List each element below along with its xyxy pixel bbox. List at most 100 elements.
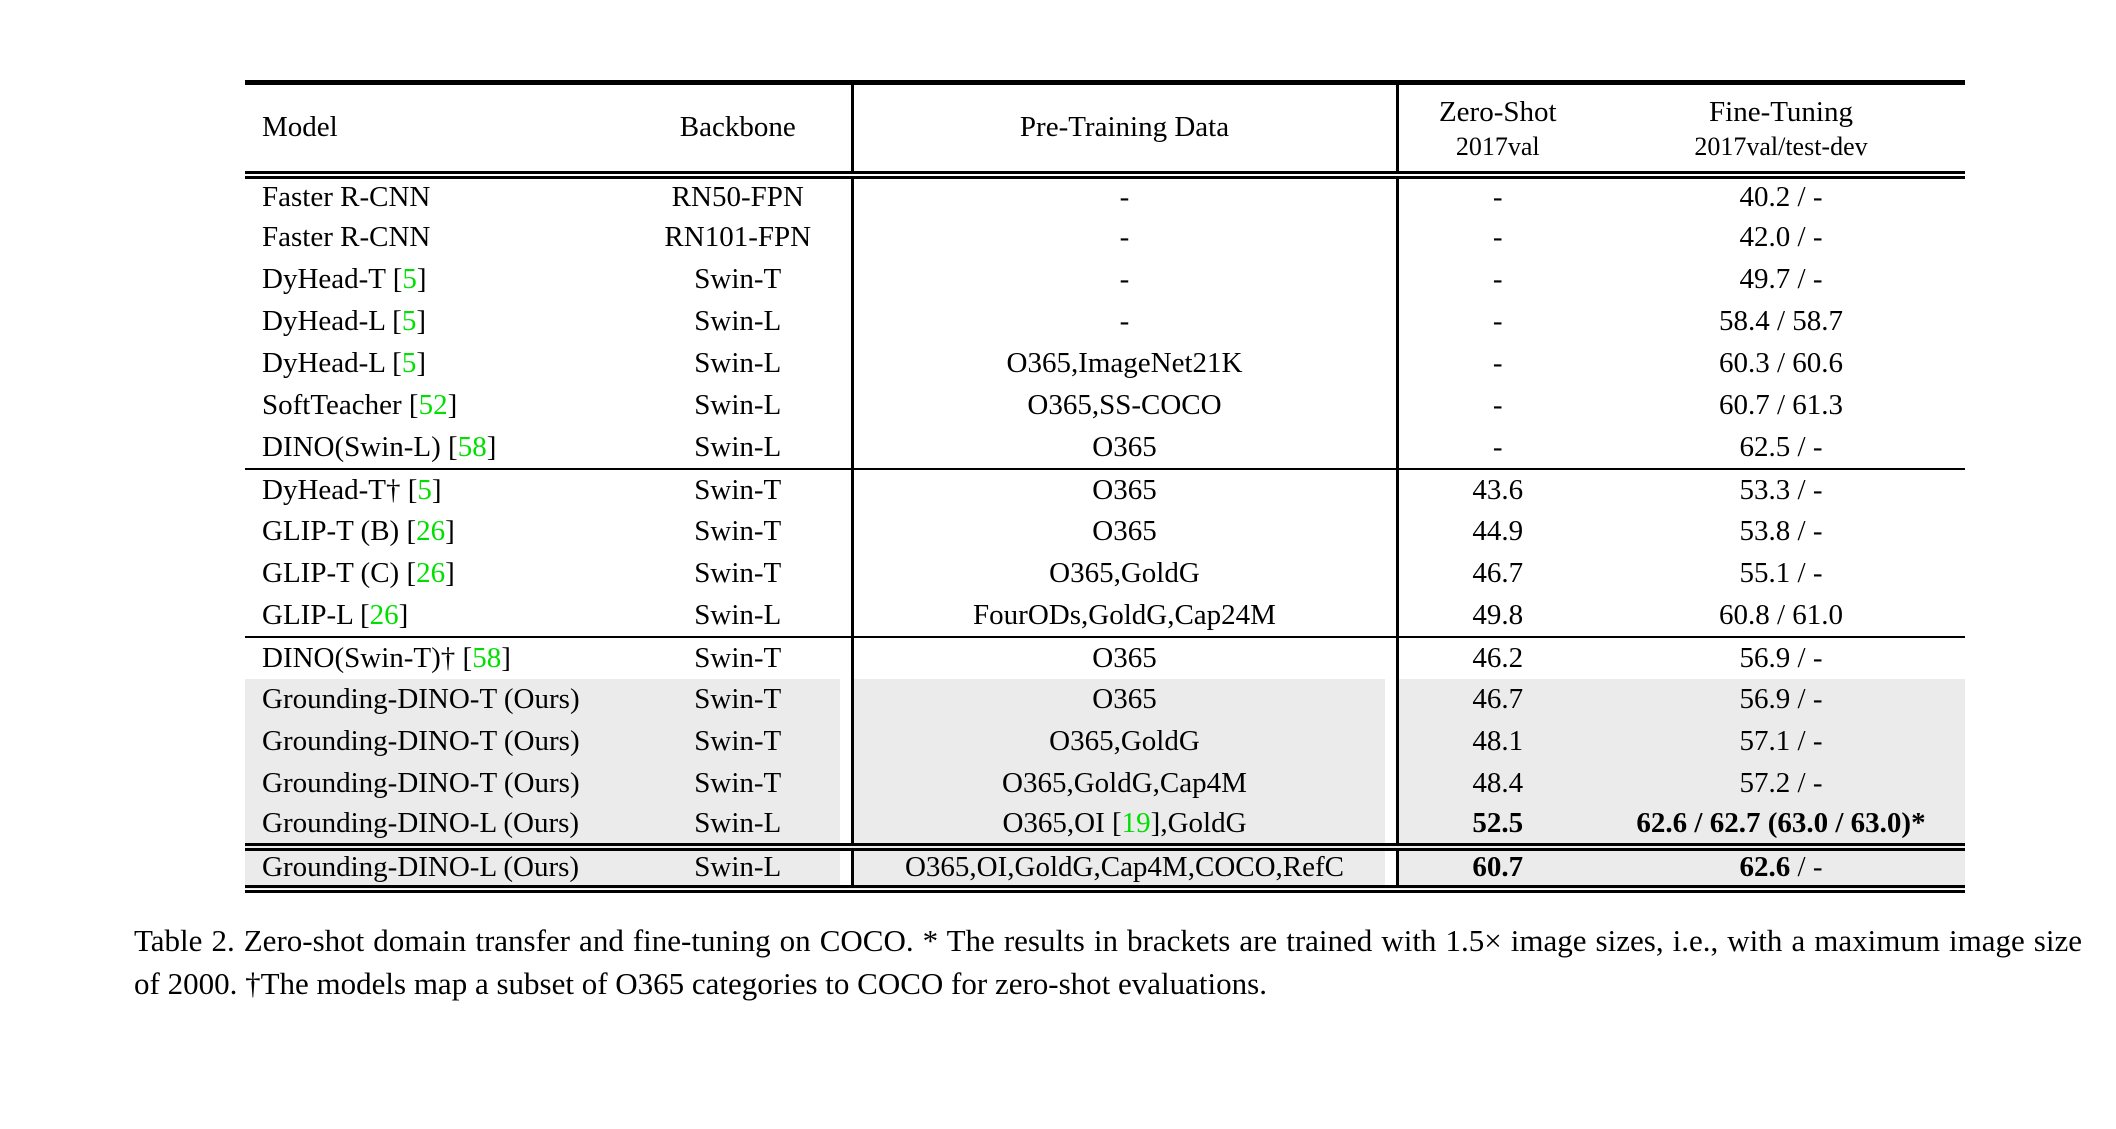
cell-finetune: 57.2 / - [1597, 762, 1965, 805]
citation-ref: 19 [1121, 807, 1151, 839]
table-row: GLIP-L [26] Swin-L FourODs,GoldG,Cap24M … [245, 594, 1965, 637]
cell-finetune: 40.2 / - [1739, 181, 1823, 213]
citation-ref: 26 [416, 515, 446, 547]
citation-ref: 5 [417, 473, 432, 506]
cell-pretrain: O365,OI,GoldG,Cap4M,COCO,RefC [850, 846, 1397, 889]
cell-pretrain: O365,OI [19],GoldG [850, 804, 1397, 847]
cell-model: GLIP-T (C) [26] [262, 557, 455, 589]
cell-backbone: Swin-L [694, 598, 782, 631]
citation-ref: 58 [472, 641, 502, 674]
cell-pretrain: - [850, 216, 1397, 259]
cell-backbone: Swin-T [625, 678, 852, 721]
table-row: GLIP-T (B) [26] Swin-T O365 44.9 53.8 / … [245, 510, 1965, 553]
table-row: DyHead-L [5] Swin-L - - 58.4 / 58.7 [245, 300, 1965, 343]
cell-finetune: 62.6 / 62.7 (63.0 / 63.0)* [1597, 804, 1965, 847]
cell-zeroshot: - [1395, 426, 1597, 469]
table-row: DINO(Swin-T)† [58] Swin-T O365 46.2 56.9… [245, 636, 1965, 679]
cell-zeroshot: - [1395, 384, 1597, 427]
finetune-subtitle: 2017val/test-dev [1694, 131, 1868, 161]
cell-backbone: Swin-L [694, 430, 782, 463]
cell-zeroshot: - [1395, 174, 1597, 217]
col-header-model: Model [262, 111, 338, 144]
zeroshot-title: Zero-Shot [1438, 95, 1557, 128]
cell-pretrain: O365 [850, 468, 1397, 511]
cell-backbone: Swin-L [625, 804, 852, 847]
table-row-highlighted: Grounding-DINO-T (Ours) Swin-T O365,Gold… [245, 720, 1965, 763]
col-header-zeroshot: Zero-Shot 2017val [1395, 82, 1597, 175]
table-row: DyHead-L [5] Swin-L O365,ImageNet21K - 6… [245, 342, 1965, 385]
cell-zeroshot: 52.5 [1395, 804, 1597, 847]
cell-finetune: 58.4 / 58.7 [1718, 305, 1844, 337]
cell-model: GLIP-L [26] [262, 598, 409, 631]
cell-backbone: RN101-FPN [664, 221, 812, 253]
zeroshot-subtitle: 2017val [1455, 131, 1540, 161]
cell-backbone: Swin-T [694, 515, 782, 547]
cell-zeroshot: 46.2 [1395, 636, 1597, 679]
cell-finetune: 42.0 / - [1739, 221, 1823, 253]
col-header-finetune: Fine-Tuning 2017val/test-dev [1597, 83, 1965, 175]
paper-page: Model Backbone Pre-Training Data Zero-Sh… [0, 80, 2116, 1129]
cell-backbone: Swin-T [625, 762, 852, 805]
cell-model: DINO(Swin-T)† [58] [262, 641, 511, 674]
cell-zeroshot: 48.4 [1395, 762, 1597, 805]
cell-model: GLIP-T (B) [26] [262, 515, 455, 547]
citation-ref: 5 [401, 347, 417, 379]
cell-model: Grounding-DINO-T (Ours) [245, 720, 625, 763]
citation-ref: 5 [402, 263, 417, 295]
cell-pretrain: O365,GoldG [850, 720, 1397, 763]
cell-backbone: Swin-T [694, 473, 782, 506]
cell-zeroshot: - [1395, 216, 1597, 259]
cell-zeroshot: - [1395, 258, 1597, 301]
cell-model: DyHead-L [5] [262, 347, 427, 379]
cell-zeroshot: - [1395, 300, 1597, 343]
cell-model: Grounding-DINO-L (Ours) [245, 804, 625, 847]
cell-backbone: Swin-T [625, 720, 852, 763]
cell-finetune: 60.3 / 60.6 [1718, 347, 1844, 379]
citation-ref: 52 [418, 389, 448, 421]
cell-backbone: Swin-L [694, 389, 782, 421]
cell-model: DyHead-L [5] [262, 305, 427, 337]
cell-backbone: Swin-L [625, 846, 852, 889]
cell-finetune: 60.7 / 61.3 [1718, 389, 1844, 421]
cell-finetune: 60.8 / 61.0 [1718, 598, 1844, 631]
cell-pretrain: O365 [850, 636, 1397, 679]
cell-zeroshot: 44.9 [1395, 510, 1597, 553]
cell-zeroshot: 46.7 [1395, 678, 1597, 721]
cell-backbone: Swin-T [694, 263, 782, 295]
cell-model: Faster R-CNN [262, 181, 431, 213]
citation-ref: 26 [416, 557, 446, 589]
table-row: DyHead-T† [5] Swin-T O365 43.6 53.3 / - [245, 468, 1965, 511]
cell-finetune: 57.1 / - [1597, 720, 1965, 763]
table-caption: Table 2. Zero-shot domain transfer and f… [134, 922, 2082, 1001]
cell-pretrain: O365 [850, 510, 1397, 553]
cell-model: Faster R-CNN [262, 221, 431, 253]
cell-finetune: 53.8 / - [1739, 515, 1823, 547]
cell-finetune: 49.7 / - [1739, 263, 1823, 295]
cell-backbone: Swin-L [694, 347, 782, 379]
cell-zeroshot: - [1395, 342, 1597, 385]
table-row-highlighted: Grounding-DINO-T (Ours) Swin-T O365 46.7… [245, 678, 1965, 721]
table-row: Faster R-CNN RN50-FPN - - 40.2 / - [245, 174, 1965, 217]
col-header-backbone: Backbone [679, 111, 796, 144]
table-row: GLIP-T (C) [26] Swin-T O365,GoldG 46.7 5… [245, 552, 1965, 595]
cell-finetune: 55.1 / - [1739, 557, 1823, 589]
cell-zeroshot: 43.6 [1395, 468, 1597, 511]
cell-finetune: 56.9 / - [1739, 641, 1823, 674]
cell-pretrain: O365,GoldG,Cap4M [850, 762, 1397, 805]
citation-ref: 5 [401, 305, 417, 337]
finetune-title: Fine-Tuning [1709, 95, 1853, 128]
cell-model: DyHead-T [5] [262, 263, 427, 295]
table-row-highlighted: Grounding-DINO-T (Ours) Swin-T O365,Gold… [245, 762, 1965, 805]
cell-pretrain: O365,ImageNet21K [850, 342, 1397, 385]
col-header-pretrain: Pre-Training Data [850, 82, 1397, 175]
table-row-highlighted: Grounding-DINO-L (Ours) Swin-L O365,OI [… [245, 804, 1965, 847]
results-table: Model Backbone Pre-Training Data Zero-Sh… [245, 80, 1965, 893]
cell-zeroshot: 60.7 [1395, 846, 1597, 889]
cell-zeroshot: 48.1 [1395, 720, 1597, 763]
cell-pretrain: - [850, 174, 1397, 217]
table-row: SoftTeacher [52] Swin-L O365,SS-COCO - 6… [245, 384, 1965, 427]
cell-backbone: Swin-L [694, 305, 782, 337]
cell-pretrain: O365,GoldG [850, 552, 1397, 595]
cell-backbone: RN50-FPN [671, 181, 804, 213]
cell-finetune: 62.6 / - [1597, 846, 1965, 889]
